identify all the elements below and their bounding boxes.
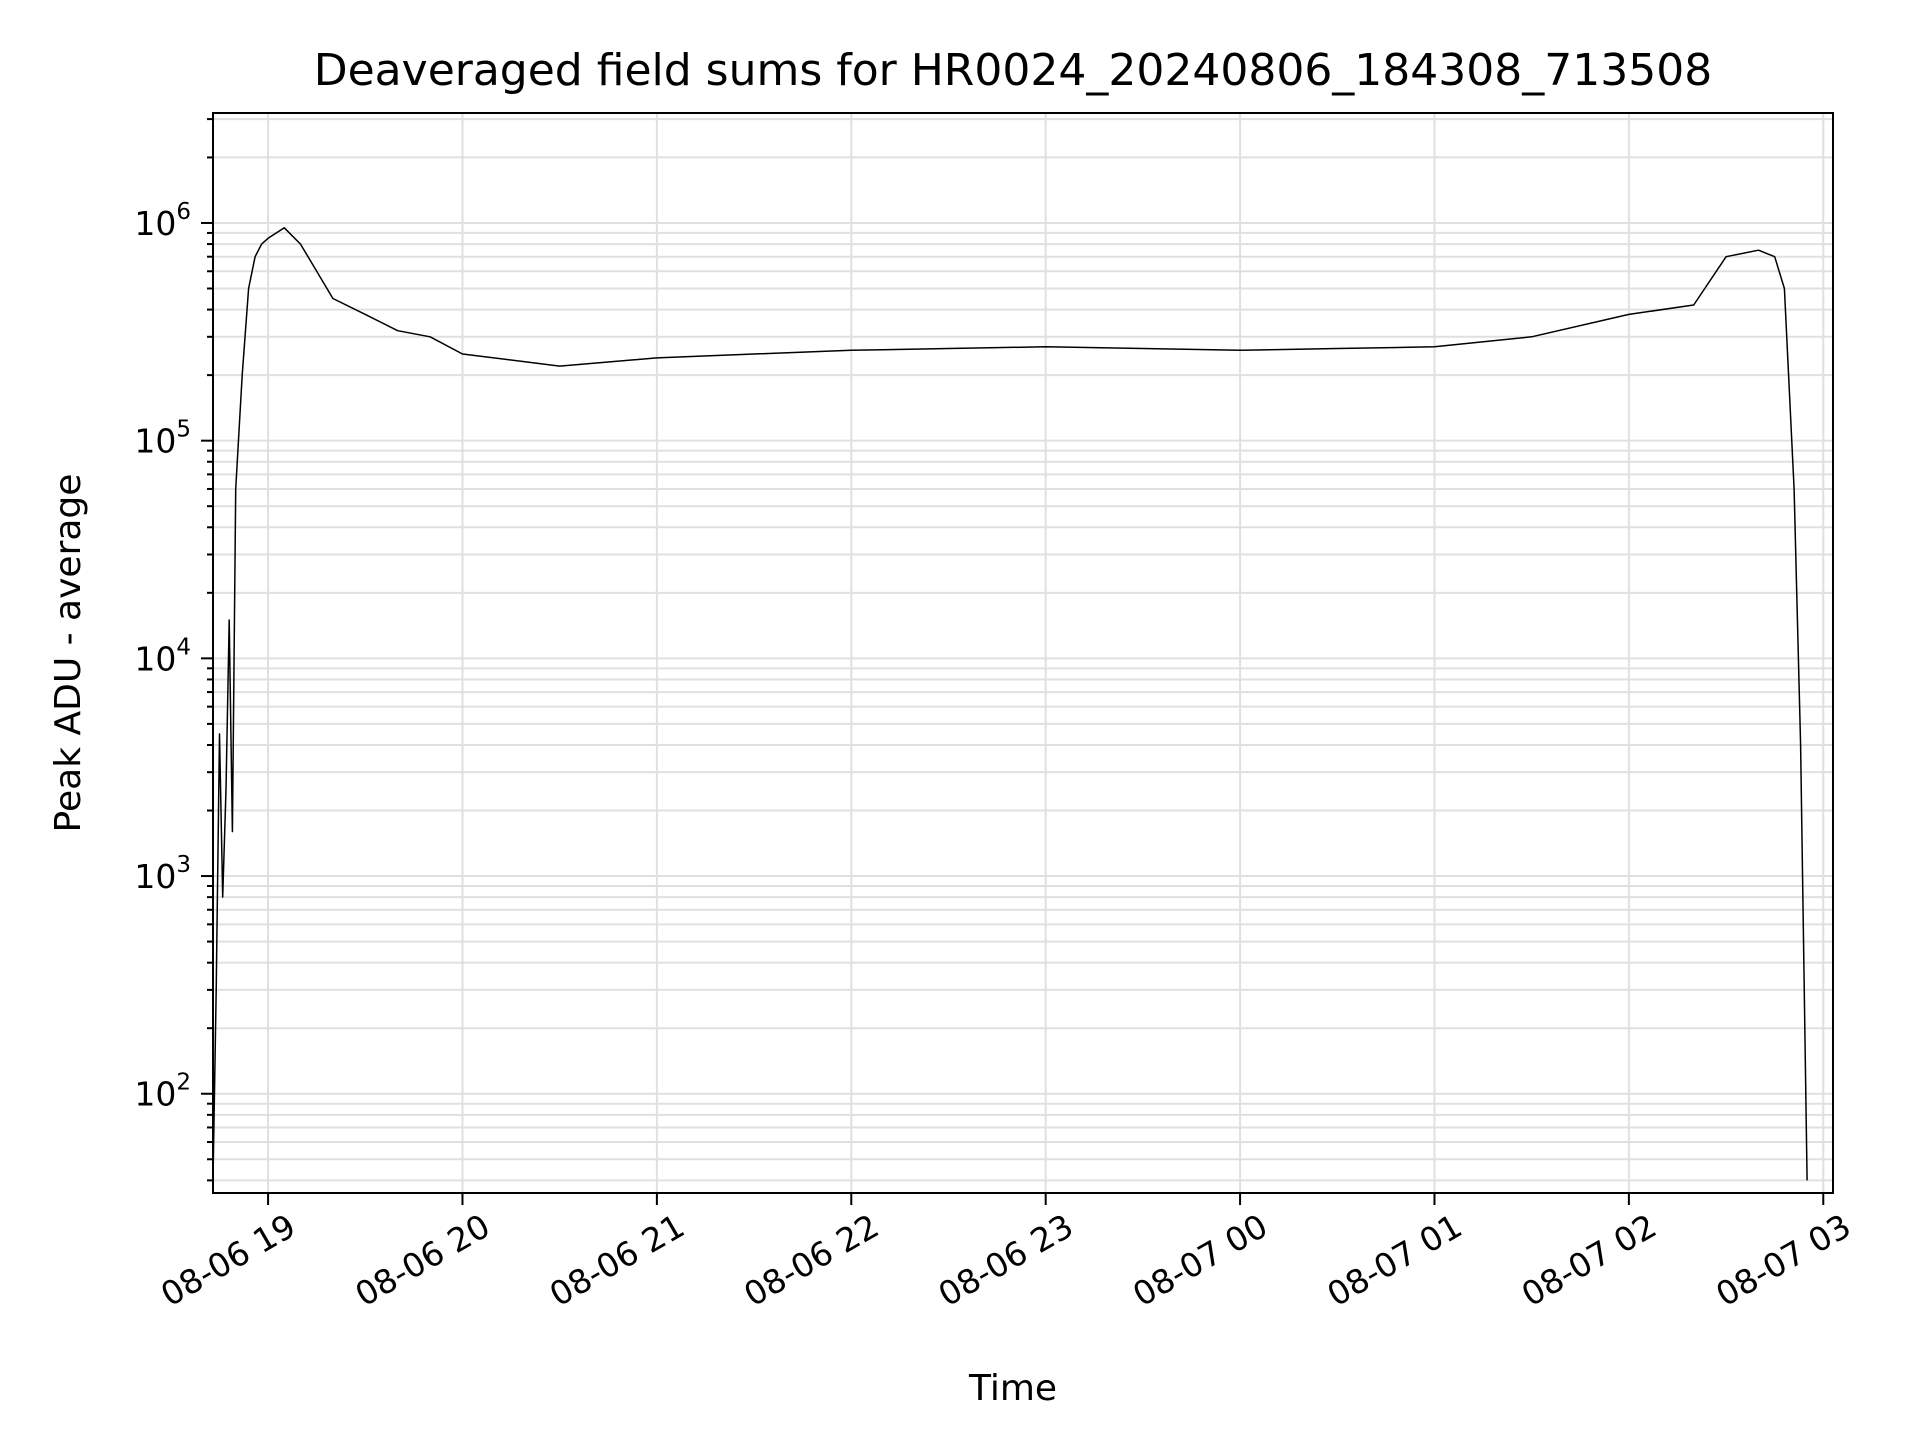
chart-title: Deaveraged field sums for HR0024_2024080… <box>314 45 1713 96</box>
y-tick-label: 102 <box>134 1070 191 1114</box>
y-axis-label: Peak ADU - average <box>48 474 89 833</box>
x-tick-label: 08-07 02 <box>1515 1206 1663 1314</box>
series-line <box>212 227 1808 1181</box>
x-tick-label: 08-07 03 <box>1709 1206 1857 1314</box>
x-tick-label: 08-06 20 <box>348 1206 496 1314</box>
y-tick-label: 104 <box>134 634 191 678</box>
y-axis: 102 103 104 105 106 <box>134 118 213 1182</box>
grid <box>213 113 1833 1193</box>
series-line-layer <box>212 227 1808 1181</box>
x-tick-label: 08-06 21 <box>543 1206 691 1314</box>
x-tick-label: 08-07 01 <box>1320 1206 1468 1314</box>
x-tick-label: 08-07 00 <box>1126 1206 1274 1314</box>
x-axis-label: Time <box>968 1368 1057 1409</box>
y-tick-label: 103 <box>134 852 191 896</box>
y-tick-label: 105 <box>134 417 191 461</box>
y-tick-label: 106 <box>134 199 191 243</box>
x-tick-label: 08-06 19 <box>154 1206 302 1314</box>
x-axis: 08-06 19 08-06 20 08-06 21 08-06 22 08-06 23… <box>154 1193 1857 1314</box>
x-tick-label: 08-06 22 <box>737 1206 885 1314</box>
plot-frame <box>212 112 1834 1194</box>
x-tick-label: 08-06 23 <box>932 1206 1080 1314</box>
